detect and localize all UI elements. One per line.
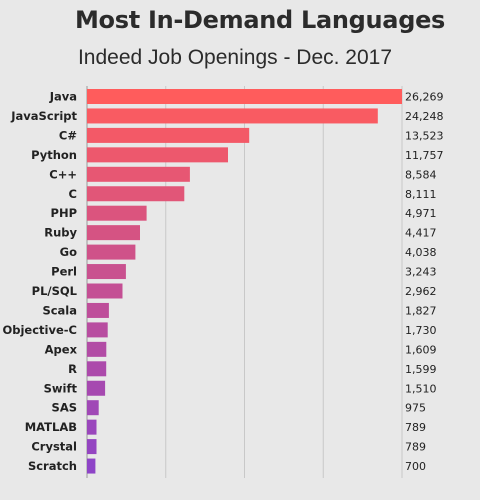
category-label: Objective-C <box>2 323 77 337</box>
value-label: 3,243 <box>405 266 437 279</box>
value-label: 26,269 <box>405 91 444 104</box>
category-label: PL/SQL <box>32 284 78 298</box>
bar <box>87 283 123 299</box>
bar <box>87 89 402 104</box>
value-label: 1,599 <box>405 363 437 376</box>
category-label: PHP <box>51 206 77 220</box>
bar <box>87 127 250 143</box>
bar <box>87 439 97 455</box>
category-label: Scala <box>42 303 77 317</box>
bar <box>87 419 97 435</box>
category-label: SAS <box>52 401 77 415</box>
category-label: Go <box>60 245 77 259</box>
chart-subtitle: Indeed Job Openings - Dec. 2017 <box>77 46 393 69</box>
value-label: 24,248 <box>405 110 444 123</box>
value-label: 8,111 <box>405 188 437 201</box>
bar <box>87 205 147 221</box>
bar <box>87 244 136 260</box>
value-label: 2,962 <box>405 285 437 298</box>
value-label: 975 <box>405 402 426 415</box>
chart-title: Most In-Demand Languages <box>74 6 446 34</box>
value-label: 789 <box>405 441 426 454</box>
bar <box>87 361 107 377</box>
category-label: R <box>68 362 77 376</box>
bar <box>87 147 228 163</box>
bar <box>87 341 107 357</box>
bar <box>87 380 106 396</box>
bar <box>87 458 96 474</box>
value-label: 11,757 <box>405 149 444 162</box>
category-label: Scratch <box>28 459 77 473</box>
category-label: C <box>69 187 77 201</box>
bar <box>87 186 185 202</box>
value-label: 4,038 <box>405 246 437 259</box>
category-label: Swift <box>44 381 78 395</box>
category-label: Crystal <box>31 440 77 454</box>
bar <box>87 322 108 338</box>
value-label: 1,730 <box>405 324 437 337</box>
category-label: C# <box>59 128 77 142</box>
category-label: JavaScript <box>10 109 77 123</box>
bar <box>87 108 378 124</box>
value-label: 13,523 <box>405 129 444 142</box>
category-label: Perl <box>51 265 77 279</box>
value-label: 4,417 <box>405 227 437 240</box>
category-label: Apex <box>45 342 78 356</box>
value-label: 700 <box>405 460 426 473</box>
category-label: MATLAB <box>25 420 77 434</box>
bar <box>87 302 109 318</box>
value-label: 789 <box>405 421 426 434</box>
category-label: Java <box>49 90 77 104</box>
bar <box>87 400 99 416</box>
value-label: 8,584 <box>405 168 437 181</box>
bar <box>87 225 140 241</box>
category-label: Python <box>31 148 77 162</box>
bar <box>87 166 190 182</box>
category-label: Ruby <box>44 226 77 240</box>
value-label: 1,510 <box>405 382 437 395</box>
value-label: 1,827 <box>405 304 437 317</box>
value-label: 4,971 <box>405 207 437 220</box>
bar <box>87 264 126 280</box>
category-label: C++ <box>49 167 77 181</box>
value-label: 1,609 <box>405 343 437 356</box>
